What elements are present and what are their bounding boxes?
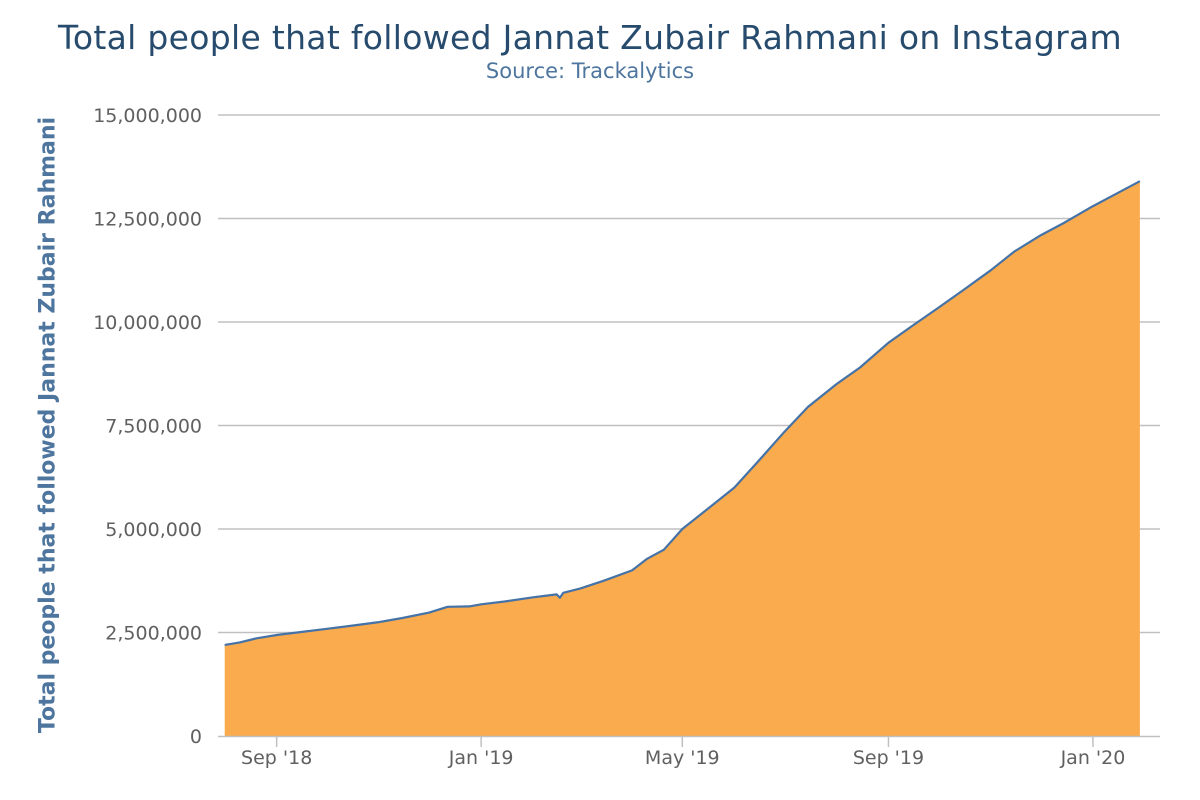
chart-title: Total people that followed Jannat Zubair… <box>58 18 1122 57</box>
series-area-fill <box>224 181 1140 736</box>
area-series <box>224 180 1141 736</box>
y-tick-label: 12,500,000 <box>93 209 202 231</box>
series-line <box>224 180 1141 646</box>
x-tick-label: Sep '19 <box>853 747 924 769</box>
x-tick-label: Jan '19 <box>448 747 514 769</box>
x-tick-label: Jan '20 <box>1060 747 1126 769</box>
chart-subtitle: Source: Trackalytics <box>485 59 695 83</box>
y-tick-label: 2,500,000 <box>105 623 202 645</box>
axes: 0 2,500,000 5,000,000 7,500,000 10,000,000 12… <box>93 105 1160 769</box>
x-tick-label: May '19 <box>645 747 720 769</box>
y-tick-label: 7,500,000 <box>105 416 202 438</box>
y-tick-label: 5,000,000 <box>105 519 202 541</box>
y-tick-label: 15,000,000 <box>93 105 202 127</box>
y-tick-label: 0 <box>190 726 202 748</box>
y-tick-label: 10,000,000 <box>93 312 202 334</box>
x-tick-label: Sep '18 <box>241 747 312 769</box>
